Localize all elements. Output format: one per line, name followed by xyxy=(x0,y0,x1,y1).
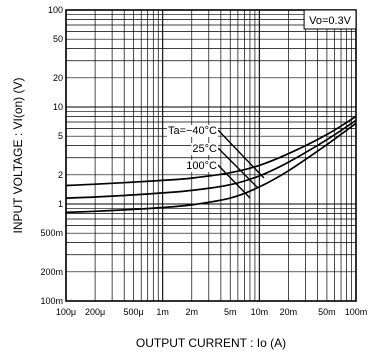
y-tick-labels: 100 50 20 10 5 2 1 500m 200m 100m xyxy=(40,5,63,306)
y-tick-label: 2 xyxy=(58,170,63,180)
series-label-background xyxy=(191,143,219,155)
x-tick-label: 50m xyxy=(318,307,336,317)
plot-frame xyxy=(65,9,357,302)
x-tick-label: 200μ xyxy=(85,307,105,317)
series-line xyxy=(65,122,357,214)
y-tick-label: 100m xyxy=(40,296,63,306)
series-curves xyxy=(65,115,357,214)
series-label-background xyxy=(166,125,219,137)
y-tick-label: 1 xyxy=(58,199,63,209)
y-axis-title: INPUT VOLTAGE : VI(on) (V) xyxy=(11,77,25,233)
y-tick-label: 100 xyxy=(48,5,63,15)
condition-label: Vo=0.3V xyxy=(309,15,352,27)
x-tick-label: 10m xyxy=(251,307,269,317)
y-tick-label: 500m xyxy=(40,228,63,238)
series-line xyxy=(65,119,357,199)
y-tick-label: 50 xyxy=(53,34,63,44)
x-tick-label: 500μ xyxy=(123,307,143,317)
y-tick-label: 20 xyxy=(53,73,63,83)
series-label: 100°C xyxy=(186,160,217,172)
series-line xyxy=(65,115,357,187)
y-tick-label: 200m xyxy=(40,267,63,277)
series-label: 25°C xyxy=(192,143,217,155)
x-tick-label: 20m xyxy=(280,307,298,317)
series-leader-line xyxy=(217,147,258,188)
y-tick-label: 10 xyxy=(53,102,63,112)
x-tick-label: 5m xyxy=(224,307,237,317)
series-label-background xyxy=(185,160,219,172)
x-axis-title: OUTPUT CURRENT : Io (A) xyxy=(136,336,286,350)
x-tick-label: 100μ xyxy=(56,307,76,317)
series-label: Ta=−40°C xyxy=(168,125,217,137)
x-tick-label: 1m xyxy=(156,307,169,317)
x-tick-label: 2m xyxy=(186,307,199,317)
x-tick-label: 100m xyxy=(345,307,368,317)
series-labels: Ta=−40°C 25°C 100°C xyxy=(166,125,219,172)
condition-box xyxy=(303,9,357,30)
series-leader-lines xyxy=(217,129,265,199)
series-leader-line xyxy=(217,164,251,199)
series-leader-line xyxy=(217,129,265,179)
y-tick-label: 5 xyxy=(58,131,63,141)
x-tick-labels: 100μ 200μ 500μ 1m 2m 5m 10m 20m 50m 100m xyxy=(56,307,367,317)
